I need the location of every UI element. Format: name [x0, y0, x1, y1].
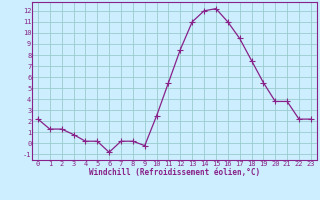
X-axis label: Windchill (Refroidissement éolien,°C): Windchill (Refroidissement éolien,°C)	[89, 168, 260, 177]
